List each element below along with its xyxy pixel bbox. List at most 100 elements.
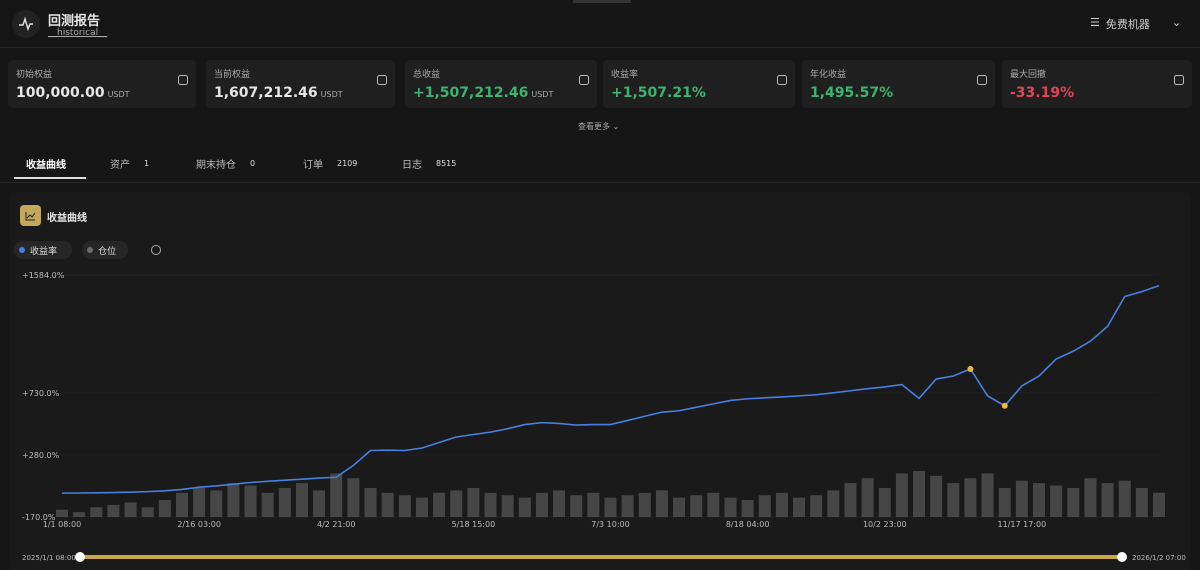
position-bar [707, 492, 720, 517]
range-handle[interactable] [75, 552, 85, 562]
position-bar [261, 492, 274, 517]
position-bar [141, 507, 154, 517]
stat-label: 最大回撤 [1010, 70, 1047, 80]
range-handle[interactable] [1117, 552, 1127, 562]
button-label: 免费机器 [1105, 18, 1150, 31]
position-bar [570, 495, 583, 517]
position-bar [947, 483, 960, 517]
stat-number: 100,000.00 [16, 85, 105, 101]
position-bar [484, 492, 497, 517]
tab[interactable]: 日志 8515 [396, 156, 456, 171]
tab-label: 资产 [110, 160, 130, 171]
stat-label: 初始权益 [16, 70, 53, 80]
position-bar [295, 483, 308, 517]
legend-item[interactable]: 收益率 [14, 241, 72, 259]
position-bar [655, 490, 668, 517]
return-line [61, 284, 1160, 494]
position-bar [175, 492, 188, 517]
position-bar [913, 471, 926, 517]
range-start: 2025/1/1 08:00 [22, 554, 76, 562]
position-bar [210, 490, 223, 517]
legend-dot [19, 247, 25, 253]
position-bar [467, 487, 480, 517]
position-bar [535, 492, 548, 517]
stat-value: 1,495.57% [810, 85, 987, 101]
x-tick-label: 10/2 23:00 [863, 520, 907, 529]
position-bar [1118, 480, 1131, 517]
position-bar [347, 478, 360, 517]
more-label: 查看更多 [578, 122, 610, 131]
position-bar [604, 497, 617, 517]
x-tick-label: 8/18 04:00 [726, 520, 770, 529]
position-bar [364, 487, 377, 517]
position-bar [690, 495, 703, 517]
position-bar [810, 495, 823, 517]
position-bar [124, 502, 137, 517]
tab-count: 0 [250, 159, 256, 168]
position-bar [758, 495, 771, 517]
stat-icon [1174, 70, 1184, 89]
position-bar [73, 512, 86, 517]
stat-unit: USDT [107, 90, 130, 99]
position-bar [844, 483, 857, 517]
stat-number: 1,607,212.46 [214, 85, 318, 101]
x-tick-label: 4/2 21:00 [317, 520, 355, 529]
machine-button[interactable]: ☰ 免费机器 ⌄ [1090, 16, 1182, 31]
stat-number: -33.19% [1010, 85, 1075, 101]
position-bar [501, 495, 514, 517]
position-bar [638, 492, 651, 517]
stat-unit: USDT [320, 90, 343, 99]
range-end: 2026/1/2 07:00 [1132, 554, 1186, 562]
tab-label: 日志 [402, 160, 422, 171]
position-bar [1153, 492, 1165, 517]
stat-value: +1,507.21% [611, 85, 787, 101]
stat-label: 当前权益 [214, 70, 251, 80]
position-bar [1101, 483, 1114, 517]
handle [573, 0, 631, 3]
legend-label: 收益率 [30, 245, 57, 257]
position-bar [107, 504, 120, 517]
x-tick-label: 7/3 10:00 [591, 520, 629, 529]
tab-underline [14, 177, 86, 179]
drawdown-point [1001, 402, 1008, 409]
position-bar [621, 495, 634, 517]
tab-count: 8515 [436, 159, 457, 168]
stat-icon [377, 70, 387, 89]
x-tick-label: 1/1 08:00 [43, 520, 81, 529]
position-bar [1033, 483, 1046, 517]
stat-value: -33.19% [1010, 85, 1184, 101]
stat-card: 收益率 +1,507.21% [603, 60, 795, 108]
tab-label: 订单 [303, 160, 323, 171]
y-tick-label: +280.0% [22, 451, 60, 460]
tab[interactable]: 资产 1 [104, 156, 149, 171]
tab[interactable]: 期末持仓 0 [190, 156, 255, 171]
position-bar [998, 487, 1011, 517]
stat-number: +1,507.21% [611, 85, 706, 101]
position-bar [330, 473, 343, 517]
position-bar [1067, 487, 1080, 517]
position-bar [193, 487, 206, 517]
position-bar [381, 492, 394, 517]
x-tick-label: 11/17 17:00 [998, 520, 1047, 529]
position-bar [415, 497, 428, 517]
tab[interactable]: 订单 2109 [297, 156, 357, 171]
stat-icon [777, 70, 787, 89]
stat-label: 收益率 [611, 70, 639, 80]
stat-card: 最大回撤 -33.19% [1002, 60, 1192, 108]
more-button[interactable]: 查看更多 ⌄ [578, 122, 620, 131]
header: 回测报告 __historical__ ☰ 免费机器 ⌄ [0, 0, 1200, 48]
position-bar [90, 507, 103, 517]
stat-unit: USDT [531, 90, 554, 99]
position-bar [56, 509, 68, 517]
stat-icon [977, 70, 987, 89]
tab[interactable]: 收益曲线 [20, 156, 66, 171]
position-bar [1050, 485, 1063, 517]
stat-number: 1,495.57% [810, 85, 894, 101]
stat-icon [178, 70, 188, 89]
tab-count: 1 [144, 159, 150, 168]
position-bar [518, 497, 531, 517]
stat-value: +1,507,212.46 USDT [413, 85, 589, 101]
position-bar [827, 490, 840, 517]
legend-item[interactable]: 仓位 [82, 241, 128, 259]
